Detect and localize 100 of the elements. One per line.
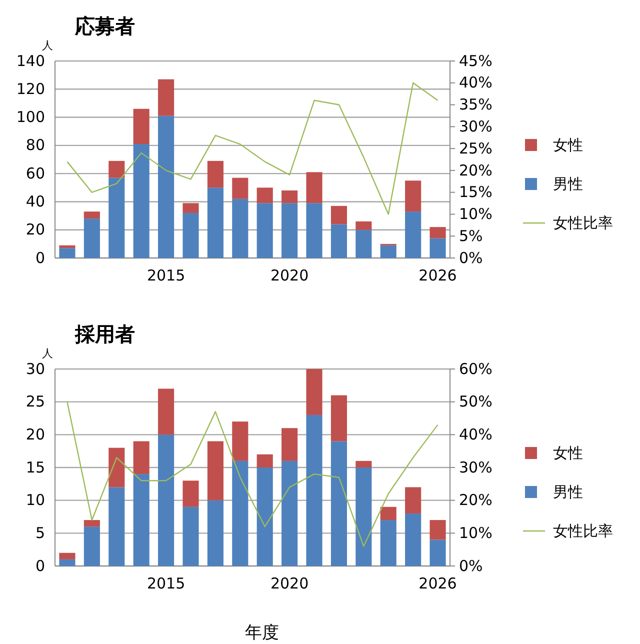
y2-tick-label: 35% xyxy=(459,96,492,114)
bar xyxy=(356,230,372,258)
x-tick-label: 2026 xyxy=(418,574,457,593)
y-tick-label: 0 xyxy=(35,248,45,267)
y2-tick-label: 50% xyxy=(459,392,492,411)
chart-title: 応募者 xyxy=(74,14,135,38)
y-tick-label: 25 xyxy=(26,392,45,411)
x-tick-label: 2026 xyxy=(418,266,457,285)
bar xyxy=(430,227,446,238)
bar xyxy=(306,203,322,258)
line-series xyxy=(66,82,438,215)
bar xyxy=(158,79,174,116)
y2-tick-label: 5% xyxy=(459,226,483,245)
bar xyxy=(256,203,273,258)
y2-tick-label: 45% xyxy=(459,52,492,70)
bar xyxy=(207,500,224,566)
bar xyxy=(232,198,248,258)
y-axis-title: 人 xyxy=(42,39,53,52)
bar xyxy=(356,468,372,566)
bar xyxy=(207,160,224,188)
y2-tick-label: 0% xyxy=(459,248,483,267)
bar xyxy=(380,506,396,520)
bar xyxy=(380,245,396,258)
bar xyxy=(256,468,273,566)
bar xyxy=(430,520,446,540)
bar xyxy=(306,369,322,415)
bar xyxy=(158,116,174,258)
y-tick-label: 20 xyxy=(26,220,45,239)
x-tick-label: 2020 xyxy=(270,574,309,593)
bar xyxy=(330,224,347,258)
bar xyxy=(256,188,273,204)
bar xyxy=(405,180,422,212)
legend-label: 女性比率 xyxy=(553,522,613,540)
bar xyxy=(84,526,100,566)
bar xyxy=(356,221,372,230)
bar xyxy=(182,506,199,566)
bar xyxy=(306,172,322,204)
line-series xyxy=(66,401,438,547)
legend-label: 女性 xyxy=(553,136,583,154)
bar xyxy=(182,212,199,258)
bar xyxy=(133,108,150,144)
bar xyxy=(356,460,372,468)
x-axis-title: 年度 xyxy=(245,623,279,643)
y2-tick-label: 25% xyxy=(459,139,492,158)
bar xyxy=(84,212,100,219)
bar xyxy=(282,203,298,258)
y-tick-label: 120 xyxy=(16,80,45,98)
y-tick-label: 40 xyxy=(26,192,45,211)
y-tick-label: 20 xyxy=(26,425,45,444)
bar xyxy=(133,474,150,566)
y-tick-label: 60 xyxy=(26,164,45,182)
bar xyxy=(405,513,422,566)
y2-tick-label: 20% xyxy=(459,161,492,180)
bar xyxy=(108,160,125,178)
y-tick-label: 15 xyxy=(26,458,45,476)
x-tick-label: 2020 xyxy=(270,266,309,285)
bar xyxy=(59,245,76,248)
bar xyxy=(330,395,347,442)
bar xyxy=(282,190,298,204)
y2-tick-label: 40% xyxy=(459,425,492,444)
y2-tick-label: 30% xyxy=(459,117,492,136)
bar xyxy=(133,144,150,258)
x-tick-label: 2015 xyxy=(146,574,186,593)
bar xyxy=(207,441,224,500)
y-tick-label: 0 xyxy=(35,556,45,575)
bar xyxy=(133,441,150,474)
x-tick-label: 2015 xyxy=(146,266,186,285)
y-tick-label: 5 xyxy=(35,524,45,542)
bar xyxy=(282,428,298,461)
y2-tick-label: 10% xyxy=(459,205,492,224)
legend-label: 女性比率 xyxy=(553,214,613,232)
bar xyxy=(405,487,422,514)
bar xyxy=(430,238,446,258)
bar xyxy=(405,212,422,258)
y2-tick-label: 10% xyxy=(459,524,492,542)
y2-tick-label: 0% xyxy=(459,556,483,575)
bar xyxy=(59,248,76,258)
bar xyxy=(158,388,174,435)
bar xyxy=(330,206,347,224)
y2-tick-label: 20% xyxy=(459,491,492,510)
bar xyxy=(182,480,199,507)
y-tick-label: 80 xyxy=(26,136,45,154)
y-tick-label: 30 xyxy=(26,360,45,378)
legend-label: 女性 xyxy=(553,444,583,462)
bar xyxy=(108,448,125,488)
bar xyxy=(84,218,100,258)
y-tick-label: 10 xyxy=(26,491,45,510)
bar xyxy=(232,178,248,199)
y-tick-label: 100 xyxy=(16,108,45,126)
y2-tick-label: 40% xyxy=(459,74,492,92)
legend-label: 男性 xyxy=(553,175,583,193)
y2-tick-label: 30% xyxy=(459,458,492,476)
y-axis-title: 人 xyxy=(42,347,53,360)
y-tick-label: 140 xyxy=(16,52,45,70)
bar xyxy=(158,434,174,566)
bar xyxy=(207,188,224,258)
bar xyxy=(380,520,396,566)
legend-label: 男性 xyxy=(553,483,583,501)
y2-tick-label: 15% xyxy=(459,183,492,202)
bar xyxy=(59,559,76,566)
